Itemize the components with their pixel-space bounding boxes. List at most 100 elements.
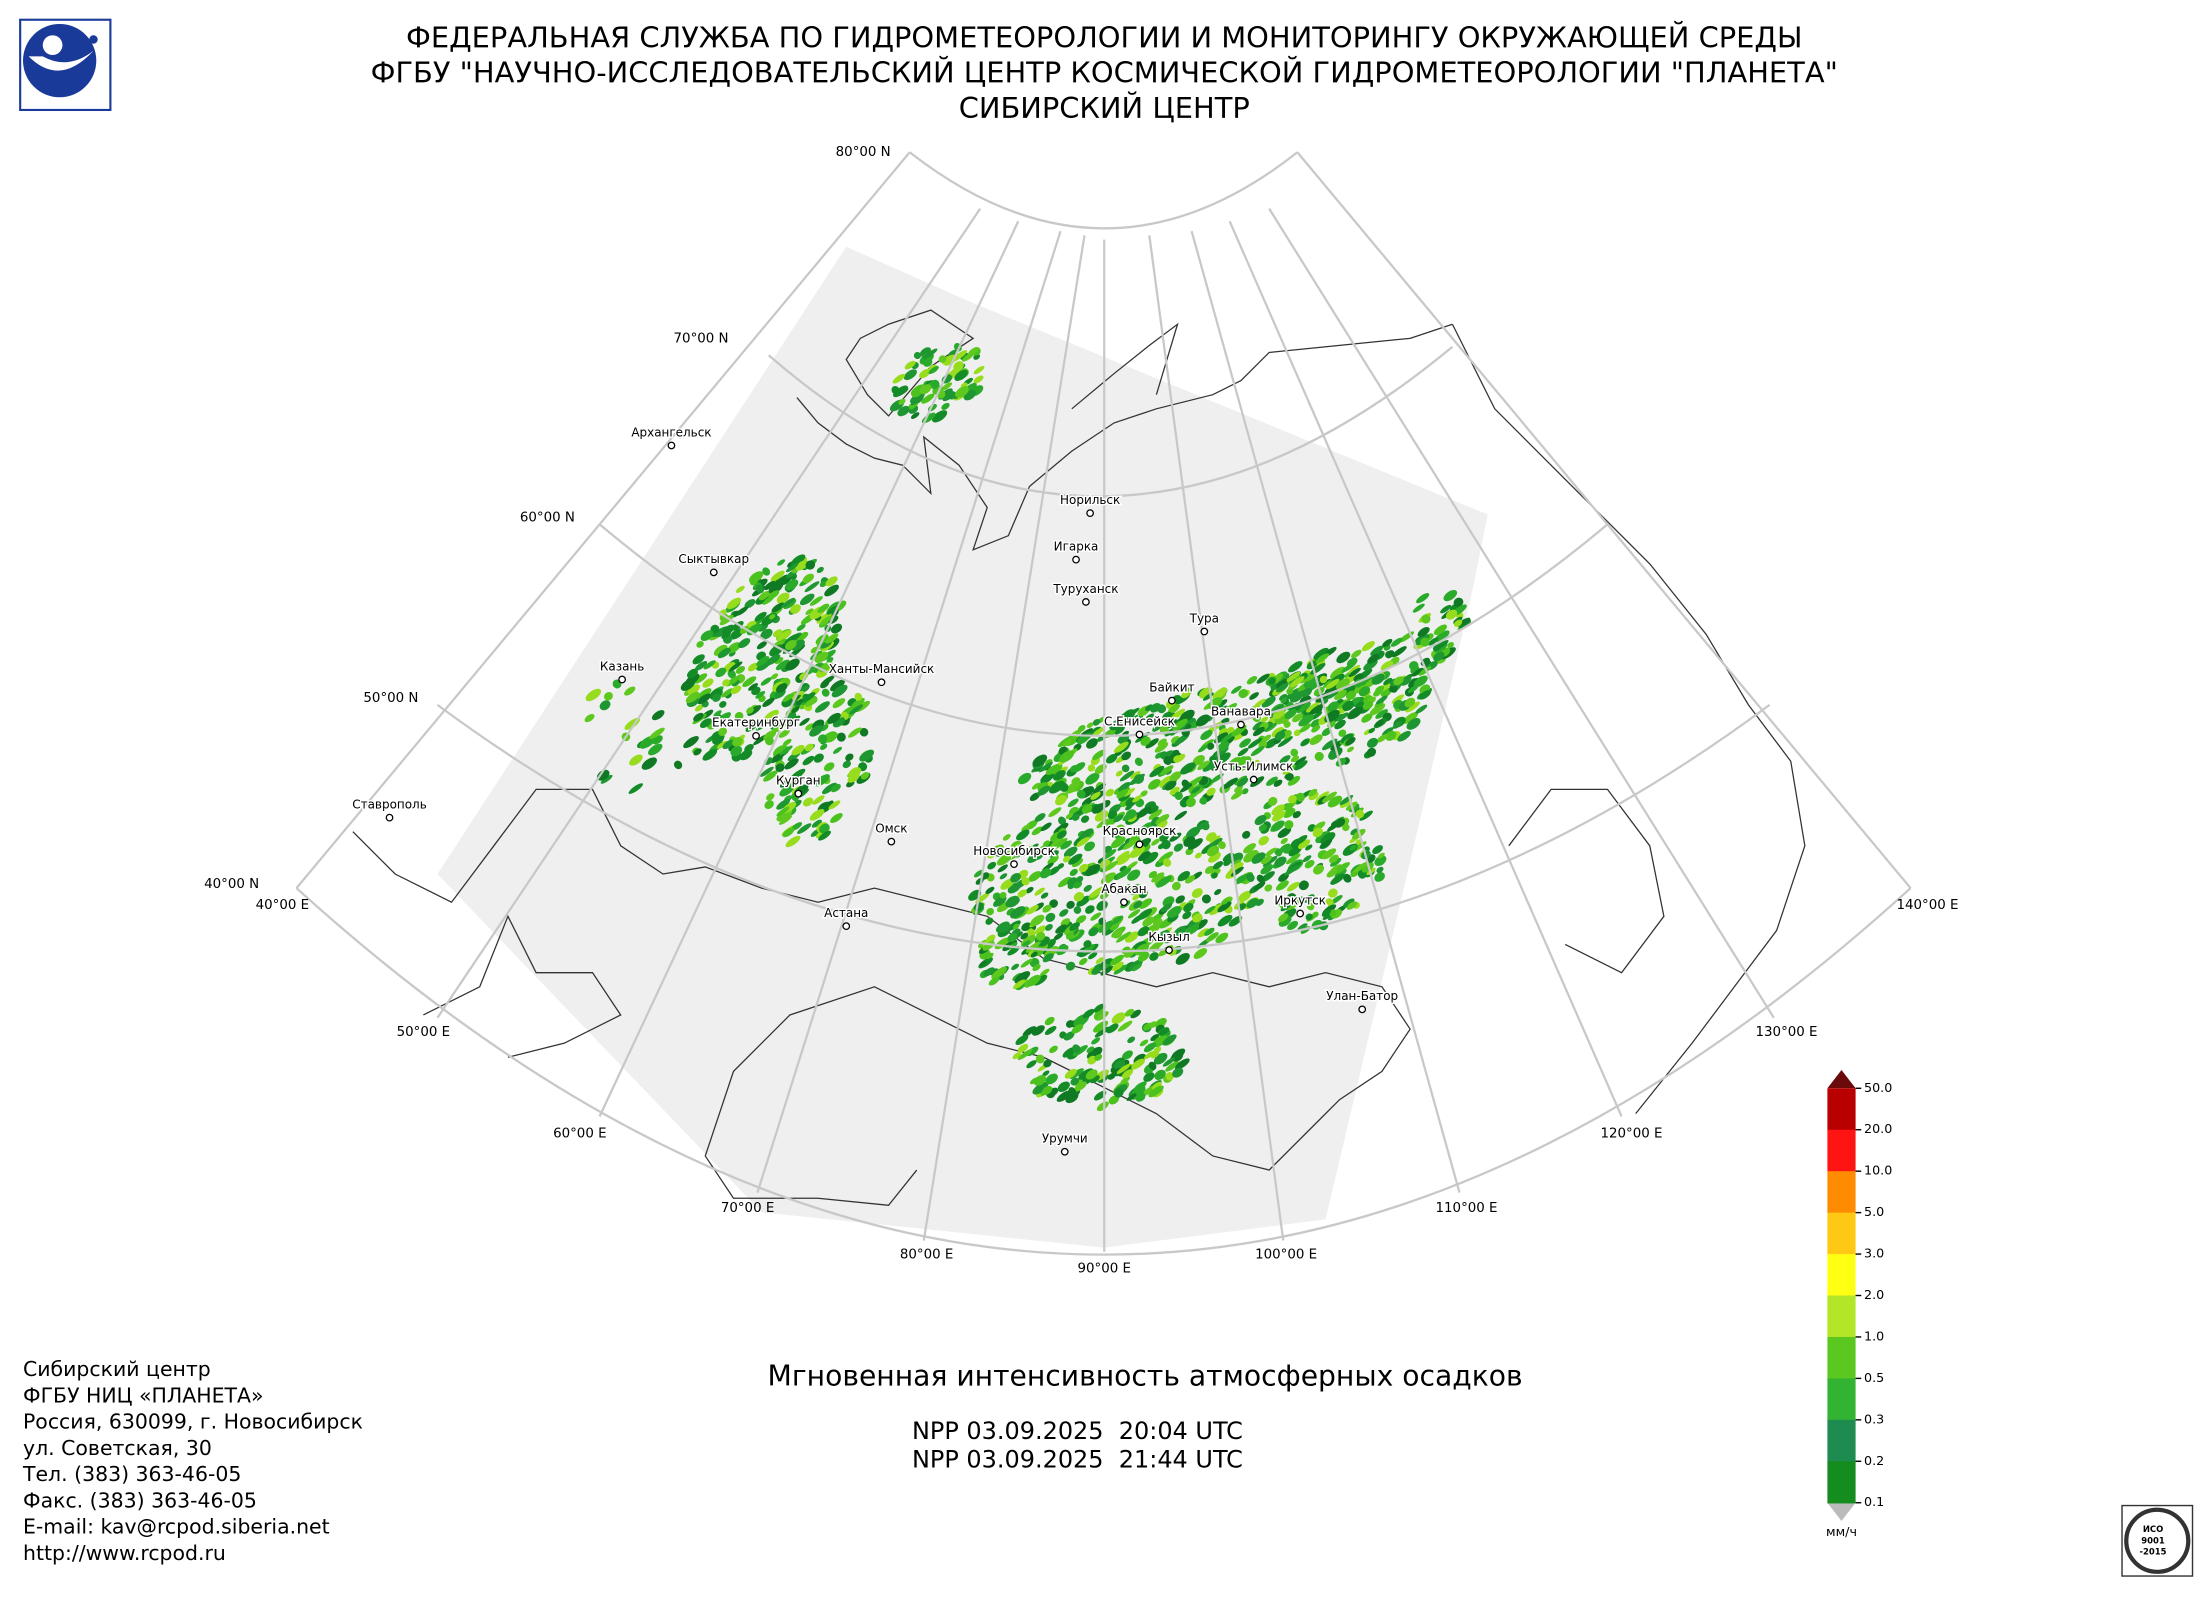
rain-cell — [1142, 916, 1155, 927]
rain-cell — [1105, 753, 1118, 764]
rain-cell — [824, 584, 839, 597]
rain-cell — [1405, 701, 1420, 713]
rain-cell — [1311, 725, 1321, 733]
rain-cell — [1091, 966, 1102, 975]
rain-cell — [1315, 653, 1330, 664]
city-label: Урумчи — [1042, 1132, 1088, 1146]
rain-cell — [1276, 683, 1289, 693]
rain-cell — [1026, 904, 1039, 915]
rain-cell — [722, 624, 735, 635]
rain-cell — [1319, 675, 1328, 684]
rain-cell — [756, 641, 768, 650]
rain-cell — [764, 580, 776, 591]
rain-cell — [772, 744, 788, 757]
rain-cell — [1366, 747, 1377, 757]
rain-cell — [1044, 1016, 1055, 1026]
rain-cell — [1045, 764, 1060, 776]
rain-cell — [1343, 898, 1355, 908]
rain-cell — [1113, 1088, 1124, 1098]
rain-cell — [1293, 756, 1307, 767]
rain-cell — [1123, 787, 1135, 797]
rain-cell — [1245, 704, 1260, 717]
rain-cell — [1152, 918, 1163, 927]
rain-cell — [1305, 702, 1320, 713]
rain-cell — [1059, 782, 1069, 792]
rain-cell — [1058, 816, 1067, 826]
rain-cell — [1045, 924, 1053, 931]
meridian-line — [295, 151, 911, 889]
rain-cell — [1160, 903, 1173, 912]
rain-cell — [765, 736, 774, 746]
city-label: Ванавара — [1211, 704, 1271, 718]
rain-cell — [1218, 841, 1226, 850]
rain-cell — [1085, 905, 1095, 914]
city-label: Курган — [776, 773, 821, 787]
rain-cell — [854, 692, 863, 701]
rain-cell — [987, 861, 997, 870]
rain-cell — [685, 691, 700, 703]
meridian-line — [756, 230, 1062, 1193]
rain-cell — [1312, 827, 1323, 838]
rain-cell — [1348, 803, 1360, 813]
rain-cell — [734, 711, 744, 721]
rain-cell — [805, 723, 815, 731]
rain-cell — [1270, 820, 1285, 832]
rain-cell — [1250, 746, 1265, 757]
rain-cell — [1345, 737, 1356, 746]
rain-cell — [1149, 939, 1165, 952]
rain-cell — [1264, 884, 1273, 892]
rain-cell — [1138, 898, 1153, 909]
rain-cell — [1309, 734, 1323, 745]
rain-cell — [1069, 868, 1078, 877]
rain-cell — [818, 830, 831, 841]
rain-cell — [973, 375, 984, 384]
rain-cell — [1076, 895, 1091, 907]
rain-cell — [1065, 813, 1073, 820]
rain-cell — [987, 850, 997, 859]
rain-cell — [1139, 1039, 1149, 1047]
rain-cell — [830, 783, 841, 793]
rain-cell — [1230, 790, 1244, 800]
rain-cell — [1132, 827, 1142, 835]
rain-cell — [1209, 835, 1221, 844]
rain-cell — [1305, 913, 1313, 921]
rain-cell — [1325, 898, 1334, 907]
rain-cell — [687, 684, 701, 695]
rain-cell — [1025, 941, 1041, 953]
rain-cell — [1228, 915, 1243, 927]
rain-cell — [768, 581, 784, 594]
rain-cell — [1150, 805, 1159, 813]
rain-cell — [1043, 840, 1051, 847]
rain-cell — [1066, 900, 1075, 909]
rain-cell — [1150, 1051, 1160, 1059]
rain-cell — [1322, 791, 1337, 803]
rain-cell — [1012, 1052, 1022, 1060]
rain-cell — [1320, 832, 1336, 845]
city-marker — [1237, 720, 1245, 729]
rain-cell — [1243, 756, 1252, 764]
rain-cell — [1375, 709, 1388, 719]
city-marker — [1249, 775, 1258, 784]
rain-cell — [1140, 736, 1151, 746]
rain-cell — [1148, 1061, 1157, 1070]
rain-cell — [1238, 689, 1248, 699]
rain-cell — [973, 869, 984, 878]
rain-cell — [1253, 881, 1266, 891]
meridian-label: 40°00 E — [256, 898, 309, 913]
rain-cell — [983, 967, 995, 977]
city-marker — [794, 789, 803, 798]
rain-cell — [784, 758, 799, 770]
rain-cell — [1194, 852, 1202, 859]
rain-cell — [804, 581, 820, 593]
rain-cell — [953, 361, 964, 371]
rain-cell — [1346, 901, 1358, 910]
rain-cell — [1351, 649, 1362, 659]
rain-cell — [1065, 932, 1075, 940]
city-marker — [385, 813, 394, 822]
rain-cell — [1284, 820, 1294, 830]
rain-cell — [996, 853, 1013, 866]
rain-cell — [928, 366, 939, 375]
rain-cell — [1125, 804, 1133, 811]
rain-cell — [742, 676, 757, 688]
rain-cell — [954, 369, 968, 381]
